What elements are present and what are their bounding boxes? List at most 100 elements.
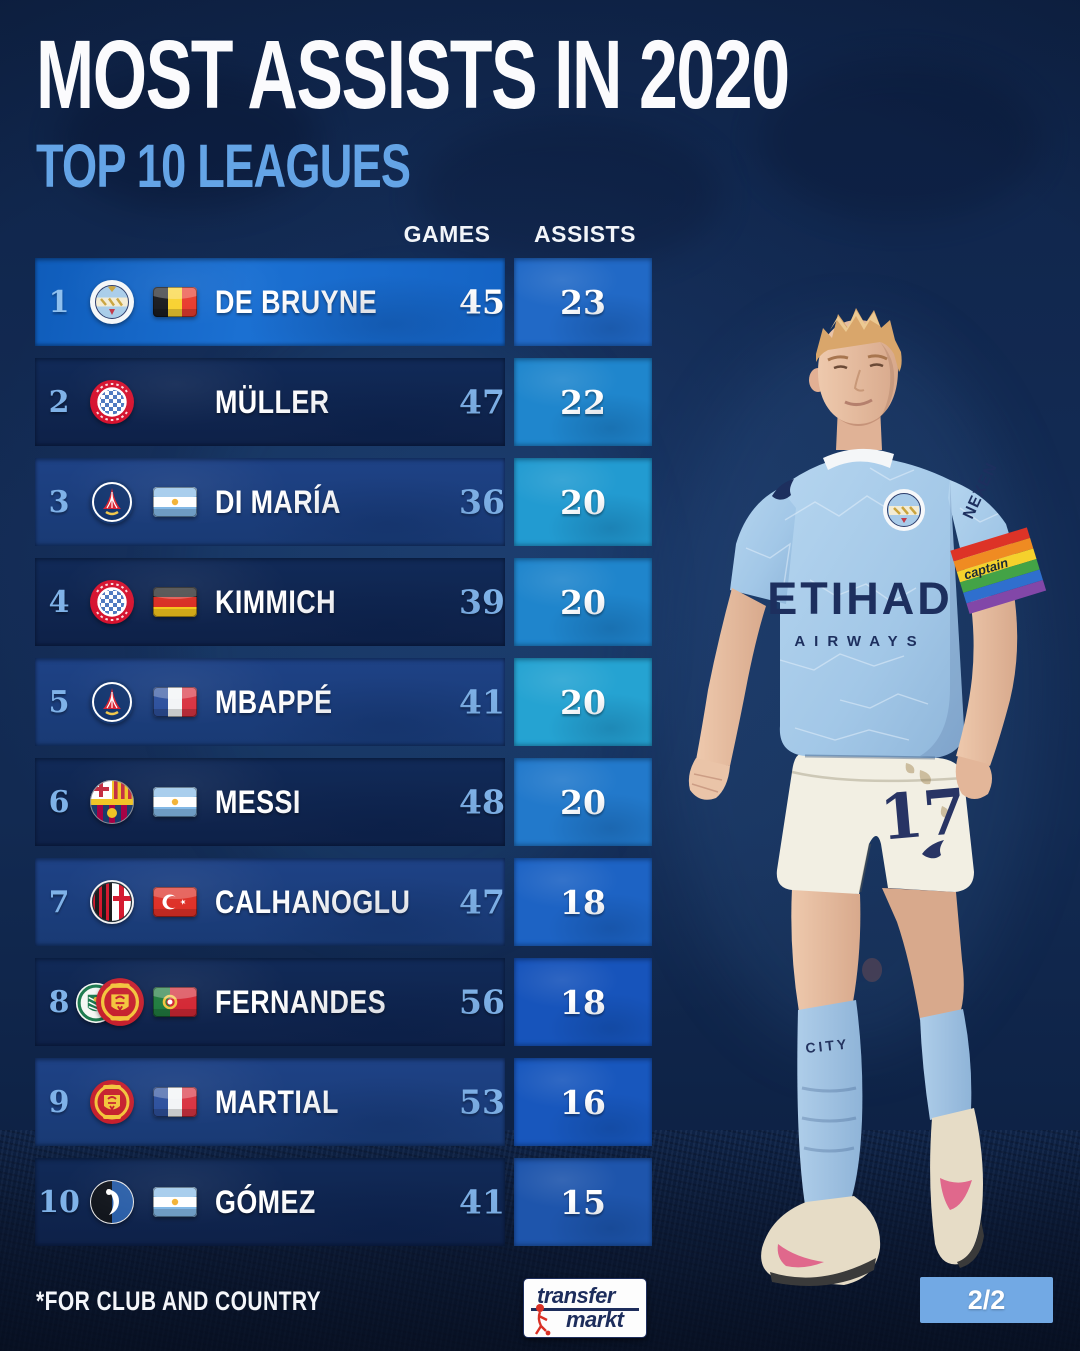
games-value: 41 [459,1182,505,1222]
table-row: 3 DI MARÍA 36 20 [35,458,653,546]
row-band: 10 GÓMEZ 41 [35,1158,505,1246]
rank-label: 10 [38,1184,80,1220]
psg-badge-icon [89,679,135,725]
games-value: 45 [459,282,505,322]
player-name: MARTIAL [215,1083,339,1120]
table-row: 10 GÓMEZ 41 15 [35,1158,653,1246]
france-flag-icon [153,1087,197,1117]
table-row: 4 KIMMICH 39 20 [35,558,653,646]
table-row: 5 MBAPPÉ 41 20 [35,658,653,746]
rank-label: 8 [48,984,70,1020]
player-name: KIMMICH [215,583,336,620]
footnote: *FOR CLUB AND COUNTRY [36,1286,322,1316]
rank-label: 3 [48,484,70,520]
club-badge-slot [89,1174,135,1230]
france-flag-icon [153,687,197,717]
player-name: GÓMEZ [215,1183,316,1220]
rank-label: 2 [48,384,70,420]
page-indicator: 2/2 [967,1284,1006,1315]
assists-cell: 23 [514,258,652,346]
brand-text-top: transfer [537,1283,615,1308]
manchester-united-badge-icon [95,977,145,1027]
player-name: DI MARÍA [215,483,341,520]
player-name: FERNANDES [215,983,387,1020]
belgium-flag-icon [153,287,197,317]
brand-text-bottom: markt [566,1307,624,1332]
page-subtitle: TOP 10 LEAGUES [36,132,411,200]
club-badge-slot [89,574,135,630]
club-badge-slot [89,274,135,330]
assists-cell: 18 [514,858,652,946]
assists-cell: 22 [514,358,652,446]
assists-value: 20 [560,782,606,822]
assists-cell: 20 [514,558,652,646]
row-band: 1 DE BRUYNE 45 [35,258,505,346]
barcelona-badge-icon [89,779,135,825]
games-value: 36 [459,482,505,522]
ac-milan-badge-icon [89,879,135,925]
row-band: 7 CALHANOGLU 47 [35,858,505,946]
bayern-munich-badge-icon [89,379,135,425]
assists-value: 16 [560,1082,606,1122]
row-band: 2 MÜLLER 47 [35,358,505,446]
page-indicator-badge: 2/2 [920,1277,1053,1323]
club-badge-slot [75,974,144,1030]
row-band: 6 MESSI 48 [35,758,505,846]
rank-label: 6 [48,784,70,820]
assists-value: 20 [560,582,606,622]
assists-table: 1 DE BRUYNE 45 23 2 MÜLLER 47 22 3 DI MA… [35,258,653,1258]
club-badge-slot [89,474,135,530]
club-badge-slot [89,1074,135,1130]
table-row: 8 FERNANDES 56 18 [35,958,653,1046]
assists-value: 22 [560,382,606,422]
assists-value: 18 [560,882,606,922]
manchester-united-badge-icon [89,1079,135,1125]
games-value: 56 [459,982,505,1022]
argentina-flag-icon [153,487,197,517]
table-row: 7 CALHANOGLU 47 18 [35,858,653,946]
rank-label: 7 [48,884,70,920]
assists-value: 20 [560,682,606,722]
table-row: 9 MARTIAL 53 16 [35,1058,653,1146]
row-band: 9 MARTIAL 53 [35,1058,505,1146]
games-value: 39 [459,582,505,622]
manchester-city-badge-icon [89,279,135,325]
row-band: 5 MBAPPÉ 41 [35,658,505,746]
rank-label: 4 [48,584,70,620]
club-badge-slot [89,374,135,430]
argentina-flag-icon [153,787,197,817]
games-value: 53 [459,1082,505,1122]
games-value: 48 [459,782,505,822]
assists-column-header: ASSISTS [534,221,636,247]
games-value: 47 [459,382,505,422]
assists-cell: 20 [514,758,652,846]
games-column-header: GAMES [403,221,491,247]
club-badge-slot [89,674,135,730]
portugal-flag-icon [153,987,197,1017]
atalanta-badge-icon [89,1179,135,1225]
assists-value: 18 [560,982,606,1022]
row-band: 4 KIMMICH 39 [35,558,505,646]
argentina-flag-icon [153,1187,197,1217]
assists-value: 20 [560,482,606,522]
table-row: 6 MESSI 48 20 [35,758,653,846]
page-title: MOST ASSISTS IN 2020 [36,20,790,129]
assists-cell: 20 [514,658,652,746]
assists-cell: 16 [514,1058,652,1146]
player-name: MÜLLER [215,383,330,420]
assists-cell: 20 [514,458,652,546]
germany-flag-icon [153,587,197,617]
player-name: MBAPPÉ [215,683,333,720]
club-badge-slot [89,874,135,930]
assists-cell: 15 [514,1158,652,1246]
player-name: DE BRUYNE [215,283,378,320]
bayern-munich-badge-icon [89,579,135,625]
brand-divider [531,1308,639,1311]
table-row: 2 MÜLLER 47 22 [35,358,653,446]
player-name: CALHANOGLU [215,883,411,920]
turkey-flag-icon [153,887,197,917]
games-value: 41 [459,682,505,722]
rank-label: 5 [48,684,70,720]
country-flag-slot [153,387,197,417]
